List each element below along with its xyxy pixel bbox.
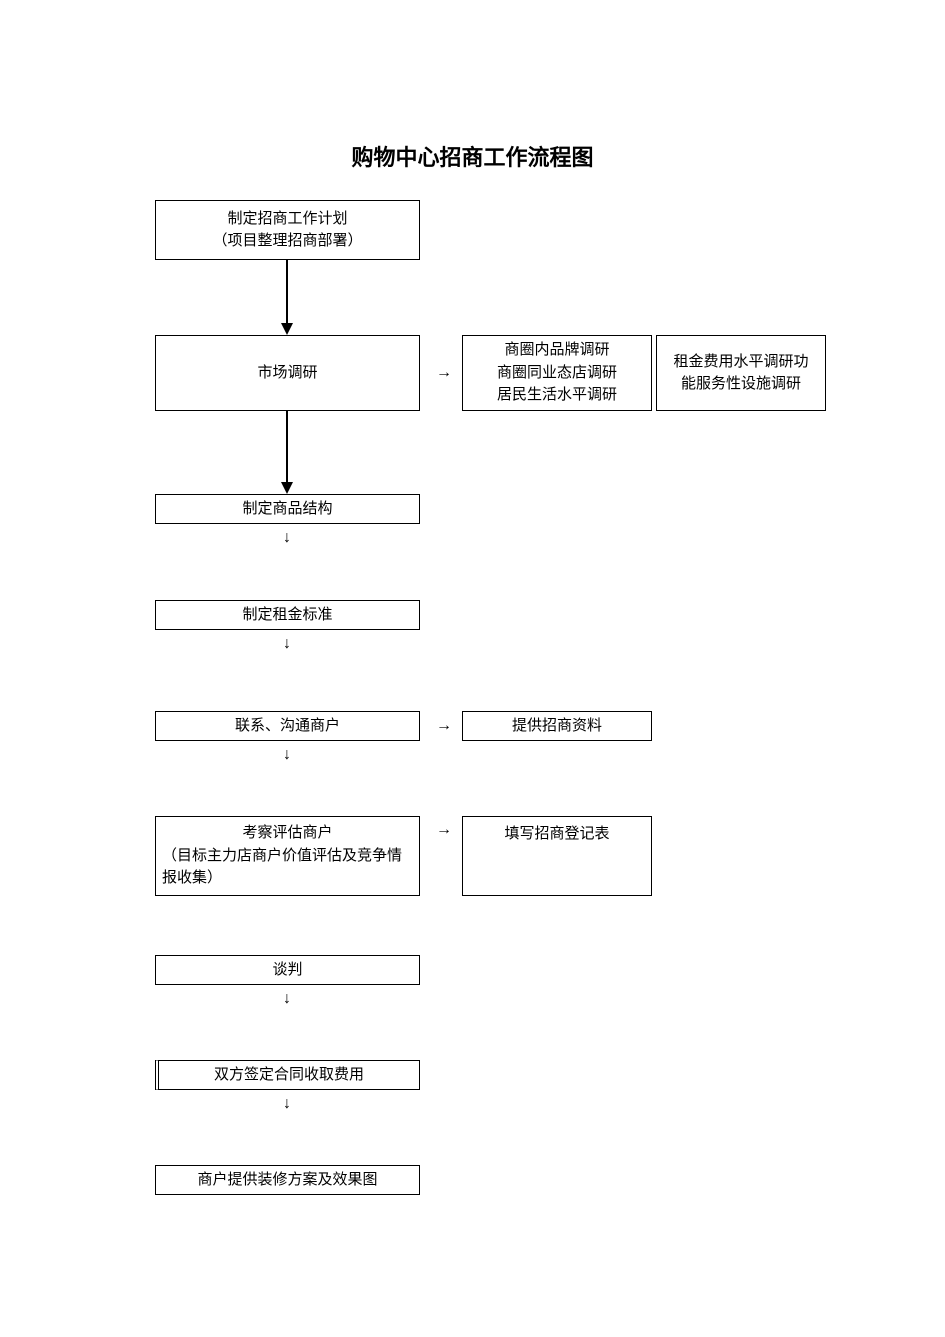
node-rent-standard: 制定租金标准: [155, 600, 420, 630]
node-5-l1: 联系、沟通商户: [235, 715, 340, 738]
node-6-l1: 考察评估商户: [162, 822, 413, 845]
node-plan-l2: （项目整理招商部署）: [212, 230, 362, 253]
node-3-l1: 制定商品结构: [242, 498, 332, 521]
node-research-detail-a: 商圈内品牌调研 商圈同业态店调研 居民生活水平调研: [462, 335, 652, 411]
arrow-head-2: [281, 482, 293, 494]
arrow-down-5: ↓: [283, 747, 291, 763]
node-6-l2: （目标主力店商户价值评估及竞争情报收集）: [162, 845, 413, 890]
node-fill-form: 填写招商登记表: [462, 816, 652, 896]
arrow-down-8: ↓: [283, 1096, 291, 1112]
node-contact-merchant: 联系、沟通商户: [155, 711, 420, 741]
node-plan: 制定招商工作计划 （项目整理招商部署）: [155, 200, 420, 260]
node-8-l1: 双方签定合同收取费用: [214, 1064, 364, 1087]
arrow-head-1: [281, 323, 293, 335]
arrow-right-6: →: [436, 822, 452, 838]
node-9-l1: 商户提供装修方案及效果图: [197, 1169, 377, 1192]
node-6a-l1: 填写招商登记表: [504, 823, 609, 846]
arrow-right-5: →: [436, 718, 452, 734]
node-research-detail-b: 租金费用水平调研功 能服务性设施调研: [656, 335, 826, 411]
node-2b-l1: 租金费用水平调研功: [673, 351, 808, 374]
node-2b-l2: 能服务性设施调研: [681, 373, 801, 396]
node-7-l1: 谈判: [272, 959, 302, 982]
node-sign-contract: 双方签定合同收取费用: [155, 1060, 420, 1090]
arrow-down-3: ↓: [283, 530, 291, 546]
arrow-line-2: [286, 411, 288, 482]
arrow-down-7: ↓: [283, 991, 291, 1007]
node-plan-l1: 制定招商工作计划: [227, 208, 347, 231]
node-decoration-plan: 商户提供装修方案及效果图: [155, 1165, 420, 1195]
node-2a-l1: 商圈内品牌调研: [504, 339, 609, 362]
node-research-l1: 市场调研: [257, 362, 317, 385]
node-5a-l1: 提供招商资料: [512, 715, 602, 738]
node-provide-materials: 提供招商资料: [462, 711, 652, 741]
node-2a-l3: 居民生活水平调研: [497, 384, 617, 407]
node-research: 市场调研: [155, 335, 420, 411]
page-title: 购物中心招商工作流程图: [0, 140, 945, 172]
node-2a-l2: 商圈同业态店调研: [497, 362, 617, 385]
arrow-right-research: →: [436, 365, 452, 381]
arrow-down-4: ↓: [283, 636, 291, 652]
node-4-l1: 制定租金标准: [242, 604, 332, 627]
node-negotiate: 谈判: [155, 955, 420, 985]
arrow-line-1: [286, 260, 288, 323]
node-evaluate-merchant: 考察评估商户 （目标主力店商户价值评估及竞争情报收集）: [155, 816, 420, 896]
node-product-structure: 制定商品结构: [155, 494, 420, 524]
